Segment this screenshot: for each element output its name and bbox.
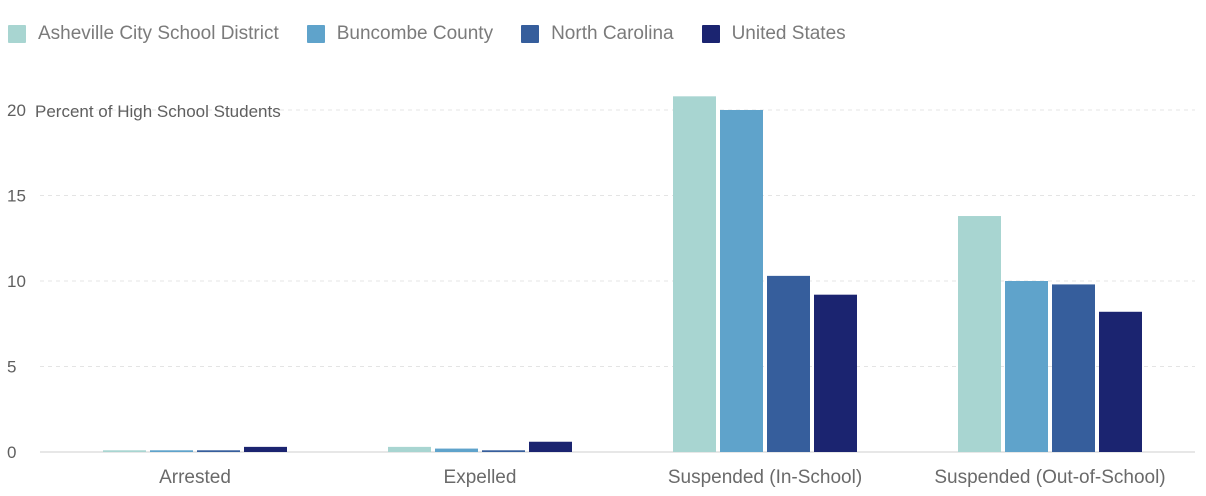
legend-swatch-asheville: [8, 25, 26, 43]
bar-3-2: [1052, 284, 1095, 452]
bar-0-2: [197, 450, 240, 452]
y-tick-label-5: 5: [7, 358, 16, 377]
legend-swatch-north-carolina: [521, 25, 540, 43]
legend-item-asheville[interactable]: Asheville City School District: [8, 23, 279, 45]
x-category-label-3: Suspended (Out-of-School): [934, 467, 1165, 488]
y-tick-label-10: 10: [7, 272, 26, 291]
bar-1-0: [388, 446, 431, 452]
y-axis-title: Percent of High School Students: [35, 102, 281, 121]
bar-2-2: [767, 275, 810, 452]
legend-label-north-carolina: North Carolina: [551, 23, 674, 44]
legend-swatch-buncombe: [306, 25, 325, 43]
bar-0-3: [244, 446, 287, 452]
x-category-label-1: Expelled: [444, 467, 517, 488]
bar-3-0: [958, 216, 1001, 452]
bar-0-0: [103, 450, 146, 452]
bar-2-0: [673, 96, 716, 452]
legend-label-buncombe: Buncombe County: [336, 23, 494, 44]
bar-1-1: [435, 448, 478, 452]
bar-1-3: [529, 441, 572, 452]
x-category-label-2: Suspended (In-School): [668, 467, 862, 488]
bar-3-3: [1099, 311, 1142, 452]
legend-item-united-states[interactable]: United States: [701, 23, 846, 45]
x-category-label-0: Arrested: [159, 467, 231, 488]
legend-item-buncombe[interactable]: Buncombe County: [306, 23, 494, 45]
y-tick-label-0: 0: [7, 443, 16, 462]
bar-0-1: [150, 450, 193, 452]
bar-2-3: [814, 294, 857, 452]
legend-label-asheville: Asheville City School District: [38, 23, 279, 44]
y-tick-label-15: 15: [7, 187, 26, 206]
bars: [103, 96, 1142, 452]
legend-swatch-united-states: [701, 25, 720, 43]
bar-2-1: [720, 110, 763, 452]
x-axis: Arrested Expelled Suspended (In-School) Sus…: [159, 467, 1166, 488]
chart-legend: Asheville City School District Buncombe …: [8, 22, 846, 46]
y-tick-label-20: 20: [7, 101, 26, 120]
y-axis: 0 5 10 15 20: [7, 101, 26, 462]
bar-1-2: [482, 450, 525, 452]
legend-label-united-states: United States: [731, 23, 846, 44]
legend-item-north-carolina[interactable]: North Carolina: [521, 23, 674, 45]
bar-3-1: [1005, 281, 1048, 452]
